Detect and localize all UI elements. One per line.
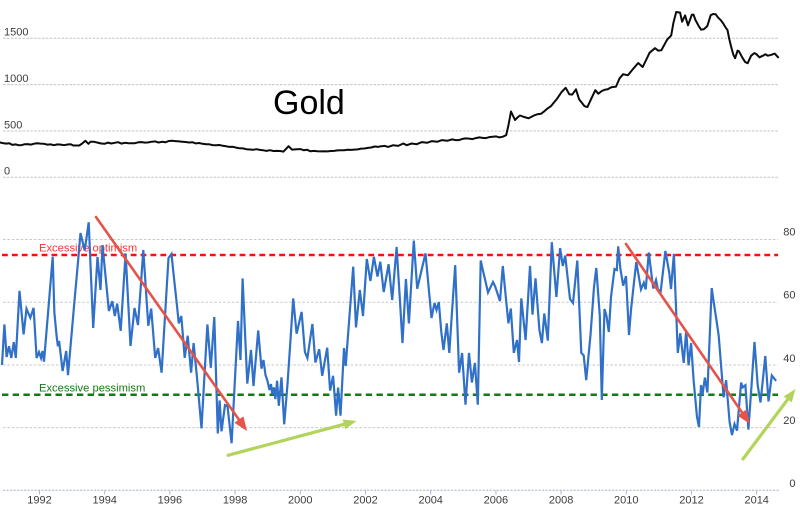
svg-text:60: 60 (783, 290, 795, 302)
svg-text:Excessive optimism: Excessive optimism (39, 242, 137, 254)
svg-text:2008: 2008 (549, 494, 573, 506)
svg-text:2014: 2014 (744, 494, 768, 506)
svg-text:0: 0 (789, 478, 795, 490)
svg-text:80: 80 (783, 227, 795, 239)
svg-text:0: 0 (4, 166, 10, 178)
svg-text:1000: 1000 (4, 73, 28, 85)
svg-text:20: 20 (783, 415, 795, 427)
svg-text:2012: 2012 (679, 494, 703, 506)
svg-text:2006: 2006 (484, 494, 508, 506)
svg-text:40: 40 (783, 353, 795, 365)
svg-text:2004: 2004 (418, 494, 442, 506)
svg-text:500: 500 (4, 119, 22, 131)
svg-text:1996: 1996 (158, 494, 182, 506)
svg-text:2000: 2000 (288, 494, 312, 506)
svg-text:1992: 1992 (27, 494, 51, 506)
svg-text:2010: 2010 (614, 494, 638, 506)
svg-text:1994: 1994 (92, 494, 116, 506)
svg-text:Excessive pessimism: Excessive pessimism (39, 382, 145, 394)
svg-text:Gold: Gold (273, 84, 345, 122)
svg-text:1998: 1998 (223, 494, 247, 506)
svg-text:1500: 1500 (4, 27, 28, 39)
svg-text:2002: 2002 (353, 494, 377, 506)
